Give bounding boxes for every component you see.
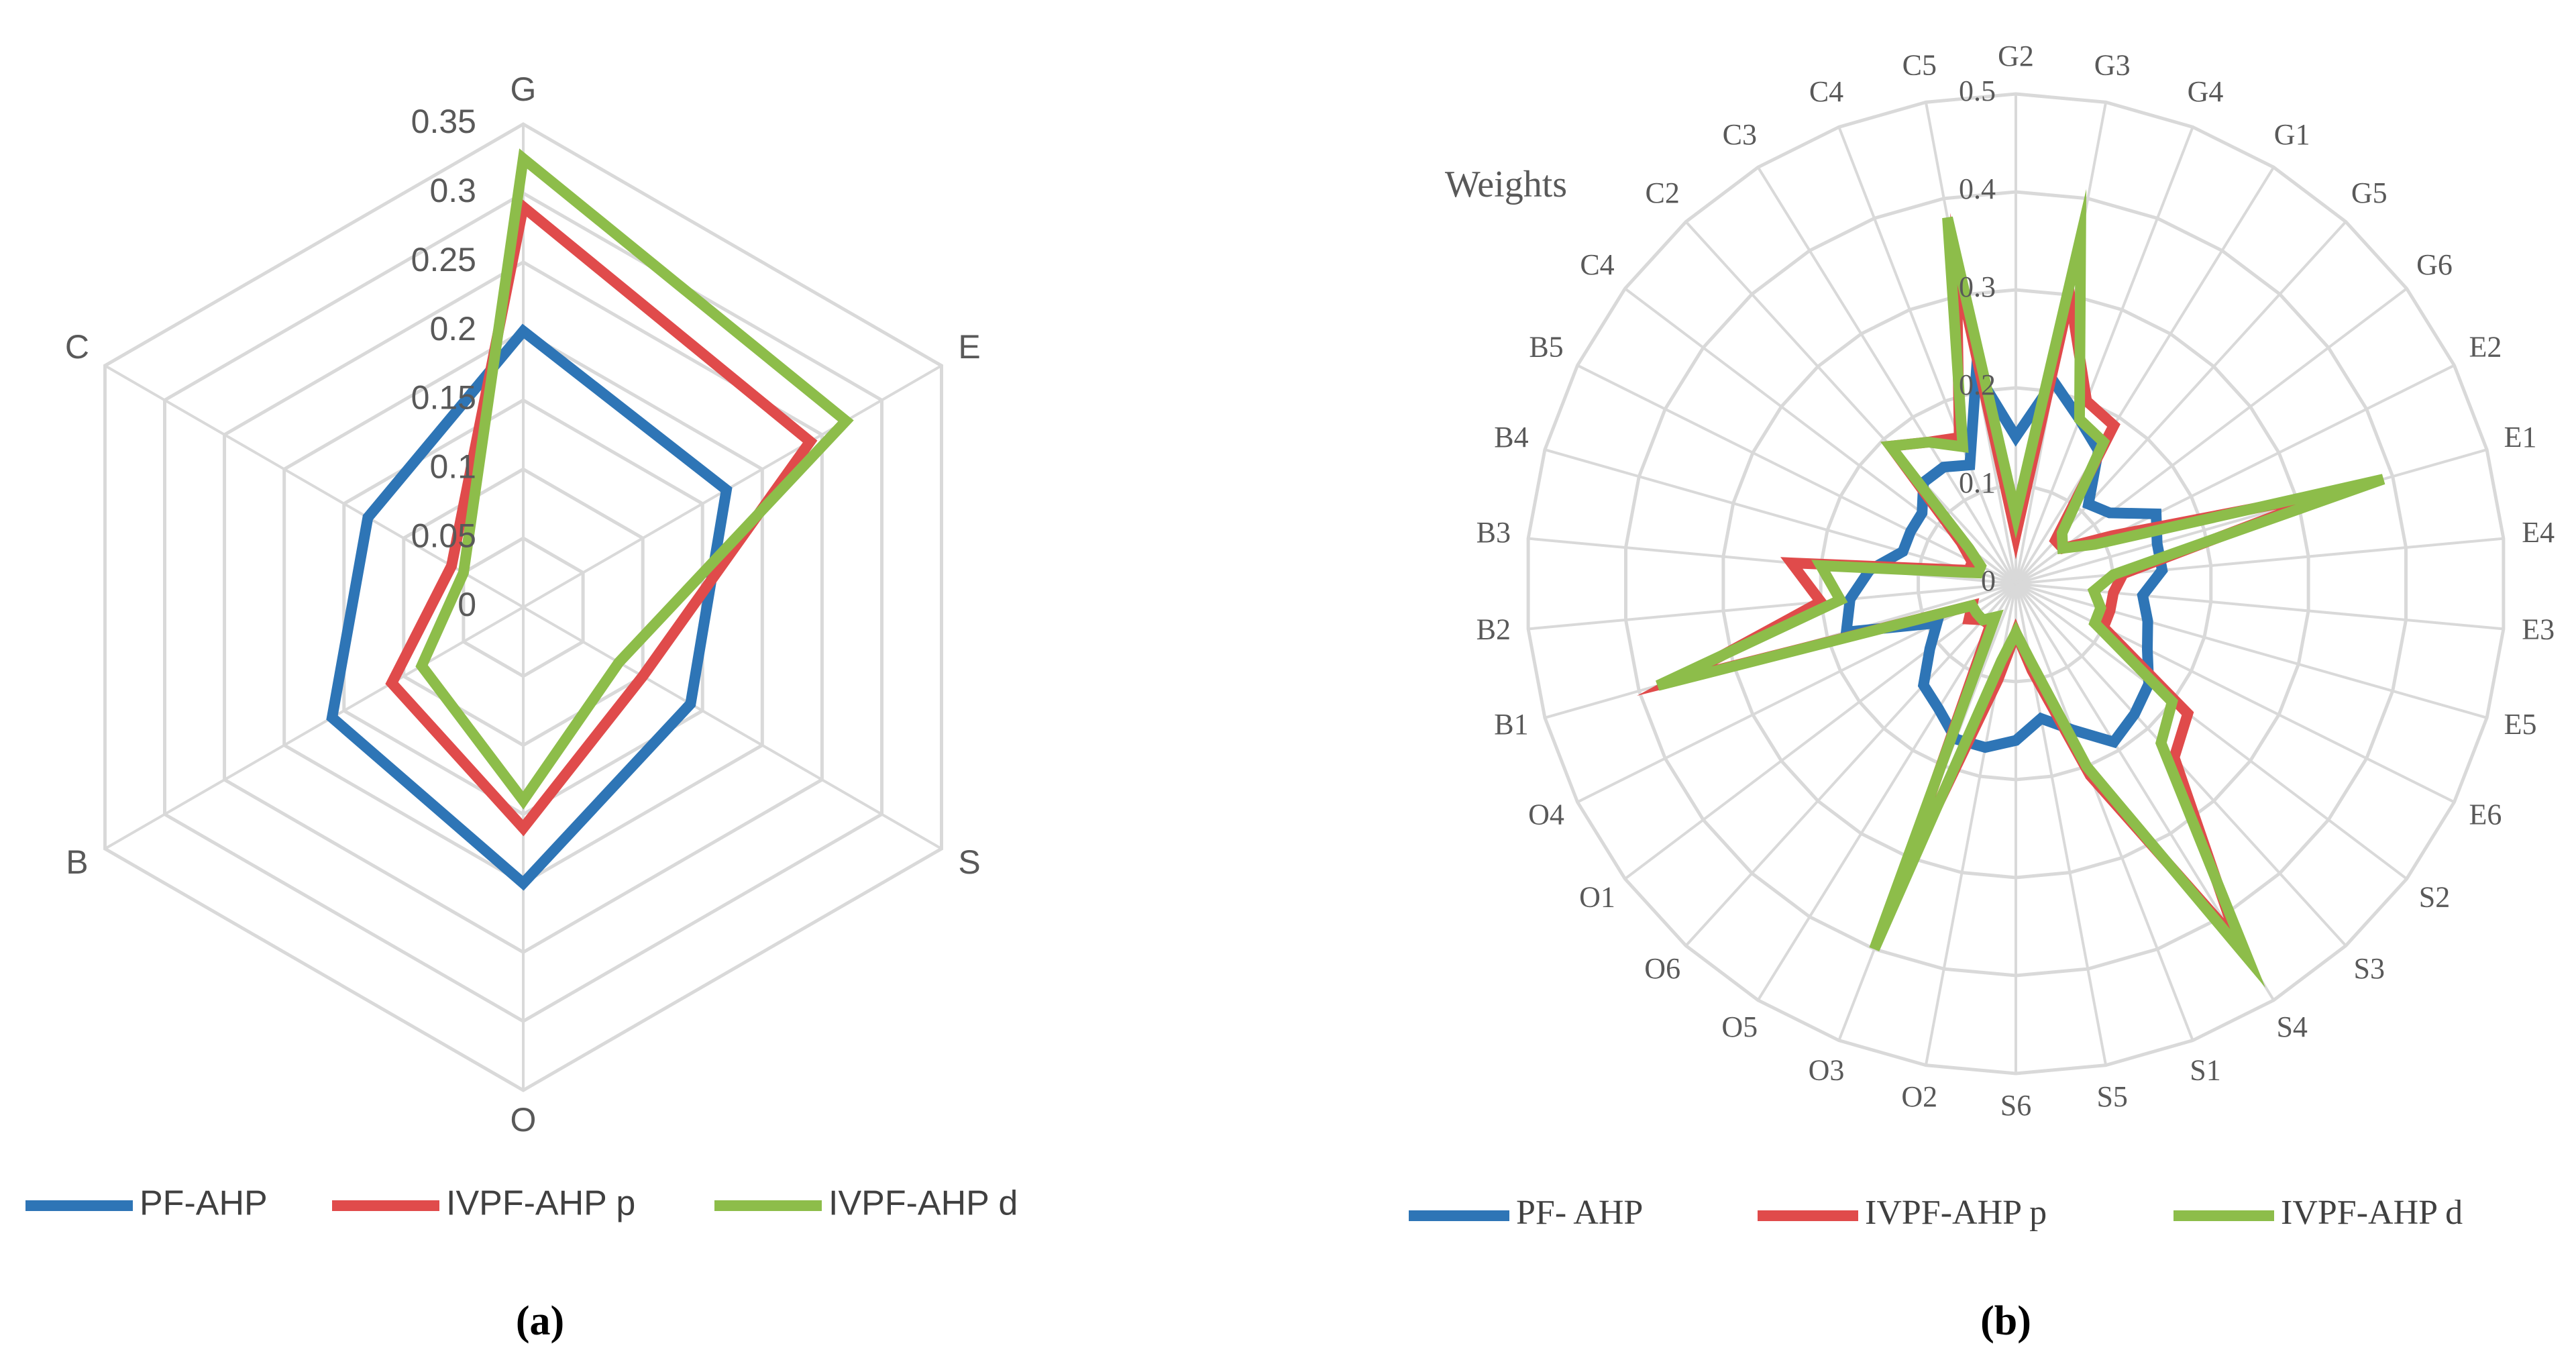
category-label: S	[958, 843, 980, 881]
grid-spoke	[2015, 537, 2504, 585]
category-label: E3	[2522, 613, 2555, 645]
category-label: G6	[2416, 248, 2453, 281]
axis-tick-label: 0	[1981, 564, 1996, 597]
category-label: S3	[2354, 952, 2385, 985]
series-line	[1840, 354, 2168, 753]
axis-tick-label: 0.1	[1959, 466, 1996, 499]
series-line	[385, 197, 818, 837]
axis-tick-label: 0.3	[429, 172, 476, 209]
grid-spoke	[522, 364, 943, 609]
category-label: B	[66, 843, 88, 881]
category-label: E2	[2469, 330, 2502, 363]
category-label: C4	[1580, 248, 1614, 281]
grid-spoke	[1756, 582, 2017, 1001]
grid-spoke	[1837, 126, 2017, 584]
category-label: S6	[2000, 1089, 2031, 1122]
category-label: O2	[1901, 1080, 1937, 1113]
axis-tick-label: 0.2	[1959, 368, 1996, 401]
grid-spoke	[1527, 582, 2017, 631]
figure-caption: (a)	[516, 1298, 564, 1344]
axis-tick-label: 0	[458, 586, 476, 623]
grid-spoke	[2015, 166, 2275, 585]
grid-spoke	[2015, 582, 2455, 804]
category-label: S5	[2096, 1080, 2127, 1113]
figure-caption: (b)	[1980, 1298, 2031, 1344]
legend-label: IVPF-AHP d	[828, 1184, 1018, 1223]
grid-spoke	[1756, 166, 2017, 585]
grid-spoke	[1527, 537, 2017, 585]
category-label: S4	[2276, 1010, 2307, 1043]
legend-label: IVPF-AHP d	[2281, 1194, 2463, 1232]
category-label: O6	[1644, 952, 1680, 985]
series-line	[415, 148, 854, 810]
category-label: B5	[1529, 330, 1563, 363]
grid-spoke	[104, 606, 525, 850]
grid-spoke	[2015, 582, 2408, 880]
legend-label: PF-AHP	[140, 1184, 268, 1223]
category-label: G	[511, 70, 537, 108]
category-label: E6	[2469, 798, 2502, 831]
legend-label: PF- AHP	[1516, 1194, 1643, 1232]
category-label: B2	[1477, 613, 1511, 645]
grid-spoke	[1624, 582, 2017, 880]
axis-tick-label: 0.2	[429, 310, 476, 348]
category-label: C5	[1902, 48, 1937, 81]
radar-chart-b: 0 0.1 0.2 0.3 0.4 0.5G2 G3 G4 G1 G5 G6 E2 E1 E4 E3 E5 E6…	[1409, 40, 2555, 1344]
category-label: S2	[2419, 880, 2450, 913]
radar-chart-a: 0 0.05 0.1 0.15 0.2 0.25 0.3 0.35 G E S O B C PF-AHP IV…	[25, 70, 1018, 1344]
category-label: B4	[1494, 421, 1528, 454]
category-label: G3	[2094, 48, 2131, 81]
grid-spoke	[2015, 126, 2194, 584]
category-label: O	[511, 1101, 537, 1139]
series-line	[1656, 189, 2385, 988]
category-label: O5	[1721, 1010, 1758, 1043]
grid-spoke	[1544, 448, 2017, 585]
grid-spoke	[2015, 583, 2194, 1041]
grid-spoke	[2015, 448, 2487, 585]
axis-tick-label: 0.25	[411, 241, 476, 278]
axis-tick-label: 0.35	[411, 103, 476, 140]
axis-tick-label: 0.5	[1959, 74, 1996, 107]
category-label: C	[65, 328, 89, 366]
axis-tick-label: 0.15	[411, 379, 476, 417]
category-label: O3	[1809, 1053, 1845, 1086]
category-label: E4	[2522, 516, 2555, 549]
grid-spoke	[522, 606, 943, 850]
category-label: E5	[2504, 708, 2537, 741]
grid-spoke	[1684, 582, 2017, 947]
category-label: O1	[1579, 880, 1615, 913]
category-label: S1	[2190, 1053, 2220, 1086]
category-label: G4	[2188, 75, 2224, 108]
category-label: O4	[1528, 798, 1564, 831]
category-label: E	[958, 328, 980, 366]
category-label: E1	[2504, 421, 2537, 454]
category-label: G5	[2351, 176, 2387, 209]
axis-title: Weights	[1445, 164, 1567, 205]
axis-tick-label: 0.05	[411, 517, 476, 554]
axis-tick-label: 0.4	[1959, 172, 1996, 205]
category-label: C2	[1646, 176, 1680, 209]
legend-label: IVPF-AHP p	[1865, 1194, 2047, 1232]
category-label: B3	[1477, 516, 1511, 549]
series-line	[326, 323, 733, 891]
axis-tick-label: 0.3	[1959, 270, 1996, 303]
category-label: C3	[1723, 118, 1757, 151]
category-label: G2	[1998, 40, 2034, 72]
grid-spoke	[1684, 221, 2017, 585]
category-label: G1	[2274, 118, 2310, 151]
category-label: B1	[1494, 708, 1528, 741]
axis-tick-label: 0.1	[429, 448, 476, 485]
category-label: C4	[1809, 75, 1843, 108]
grid-spoke	[2015, 287, 2408, 585]
grid-spoke	[1576, 364, 2017, 585]
legend-label: IVPF-AHP p	[446, 1184, 635, 1223]
